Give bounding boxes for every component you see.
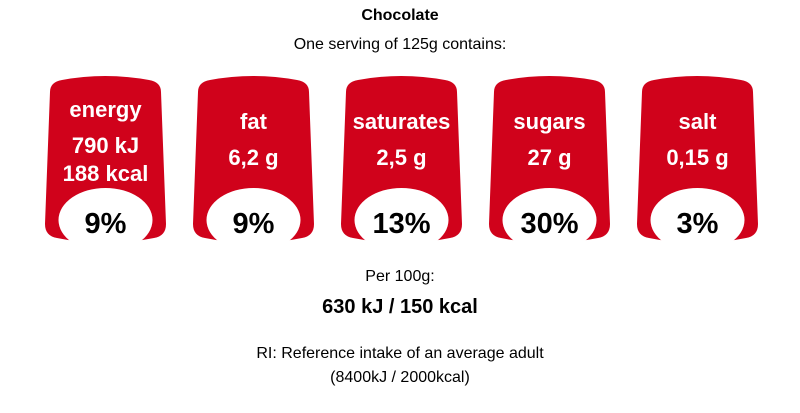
label-shape xyxy=(341,76,462,252)
label-sugars: sugars 27 g 30% xyxy=(486,74,613,252)
label-name: saturates xyxy=(352,109,451,134)
label-value-secondary: 188 kcal xyxy=(62,161,149,186)
label-fat: fat 6,2 g 9% xyxy=(190,74,317,252)
label-percent: 3% xyxy=(676,208,719,240)
label-percent: 30% xyxy=(520,208,579,240)
label-name: salt xyxy=(678,109,717,134)
product-title: Chocolate xyxy=(361,7,439,24)
label-shape xyxy=(489,76,610,252)
label-salt: salt 0,15 g 3% xyxy=(634,74,761,252)
label-name: fat xyxy=(240,109,267,134)
label-value: 6,2 g xyxy=(228,145,279,170)
per-100g-value: 630 kJ / 150 kcal xyxy=(322,296,478,318)
label-value: 0,15 g xyxy=(666,145,729,170)
label-value: 2,5 g xyxy=(376,145,427,170)
label-name: sugars xyxy=(513,109,586,134)
label-shape xyxy=(193,76,314,252)
label-name: energy xyxy=(69,97,142,122)
label-percent: 9% xyxy=(84,208,127,240)
label-shape xyxy=(45,76,166,252)
label-value: 790 kJ xyxy=(71,133,140,158)
label-saturates: saturates 2,5 g 13% xyxy=(338,74,465,252)
label-percent: 9% xyxy=(232,208,275,240)
label-shape xyxy=(637,76,758,252)
label-value: 27 g xyxy=(527,145,572,170)
per-100g-label: Per 100g: xyxy=(365,268,435,285)
serving-text: One serving of 125g contains: xyxy=(293,36,507,53)
label-percent: 13% xyxy=(372,208,431,240)
ri-reference-values: (8400kJ / 2000kcal) xyxy=(330,369,470,386)
label-energy: energy 790 kJ 188 kcal 9% xyxy=(42,74,169,252)
ri-description: RI: Reference intake of an average adult xyxy=(256,345,544,362)
nutrition-labels: energy 790 kJ 188 kcal 9% fat 6,2 g 9% s… xyxy=(0,74,800,254)
